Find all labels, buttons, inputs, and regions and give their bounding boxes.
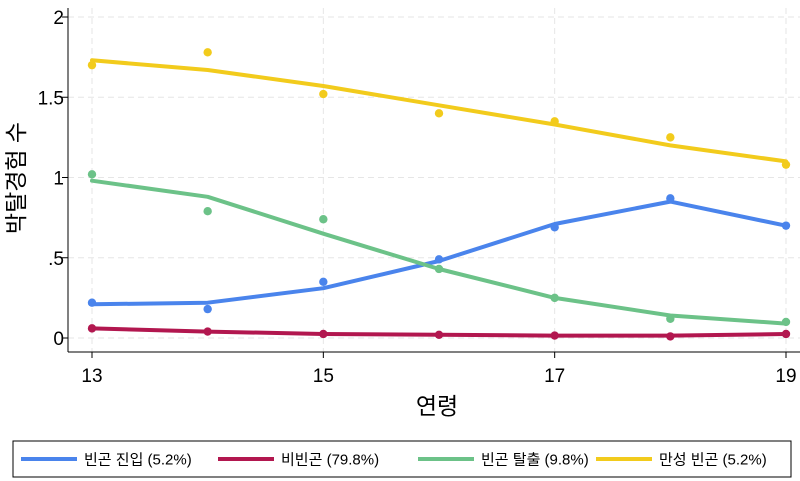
data-point: [550, 117, 559, 126]
legend: 빈곤 진입 (5.2%) 비빈곤 (79.8%) 빈곤 탈출 (9.8%) 만성 빈곤…: [12, 440, 792, 478]
x-tick-label: 13: [81, 366, 102, 387]
y-tick-label: 1.5: [38, 88, 64, 109]
y-tick-label: 0: [53, 329, 64, 350]
data-point: [203, 304, 212, 314]
x-tick-label: 15: [313, 366, 334, 387]
y-axis-title: 박탈경험 수: [3, 122, 29, 234]
data-point: [434, 264, 444, 274]
data-point: [666, 194, 675, 203]
data-point: [319, 215, 328, 224]
data-point: [550, 331, 559, 340]
data-point: [666, 332, 675, 341]
legend-box: [12, 440, 792, 478]
data-point: [434, 255, 444, 264]
data-point: [666, 133, 675, 142]
data-point: [434, 330, 444, 339]
x-axis-title: 연령: [416, 393, 458, 419]
series-line-3: [90, 58, 788, 164]
data-point: [434, 109, 444, 118]
legend-label: 빈곤 진입 (5.2%): [84, 452, 192, 469]
data-point: [781, 221, 791, 230]
data-point: [319, 89, 328, 99]
data-point: [666, 314, 675, 323]
data-point: [87, 298, 97, 307]
data-point: [550, 223, 559, 232]
data-point: [203, 327, 212, 336]
legend-label: 비빈곤 (79.8%): [281, 452, 379, 469]
y-tick-label: 1: [53, 169, 64, 190]
series-points: [87, 48, 791, 341]
y-tick-label: 2: [53, 8, 64, 29]
data-point: [203, 207, 212, 216]
data-point: [319, 329, 328, 339]
y-tick-label: .5: [48, 249, 64, 270]
x-tick-label: 19: [775, 366, 796, 387]
data-point: [87, 60, 97, 70]
x-tick-label: 17: [544, 366, 565, 387]
data-point: [550, 293, 559, 303]
legend-label: 빈곤 탈출 (9.8%): [481, 452, 589, 469]
series-lines: [90, 58, 788, 338]
data-point: [319, 277, 328, 287]
legend-label: 만성 빈곤 (5.2%): [659, 452, 767, 469]
data-point: [781, 329, 791, 339]
grid: [68, 8, 800, 352]
data-point: [87, 170, 97, 179]
ticks: 0 .5 1 1.5 2 13 15 17 19: [38, 8, 797, 387]
series-line-0: [90, 199, 788, 307]
data-point: [781, 317, 791, 327]
data-point: [781, 160, 791, 169]
data-point: [203, 48, 212, 57]
data-point: [87, 324, 97, 333]
